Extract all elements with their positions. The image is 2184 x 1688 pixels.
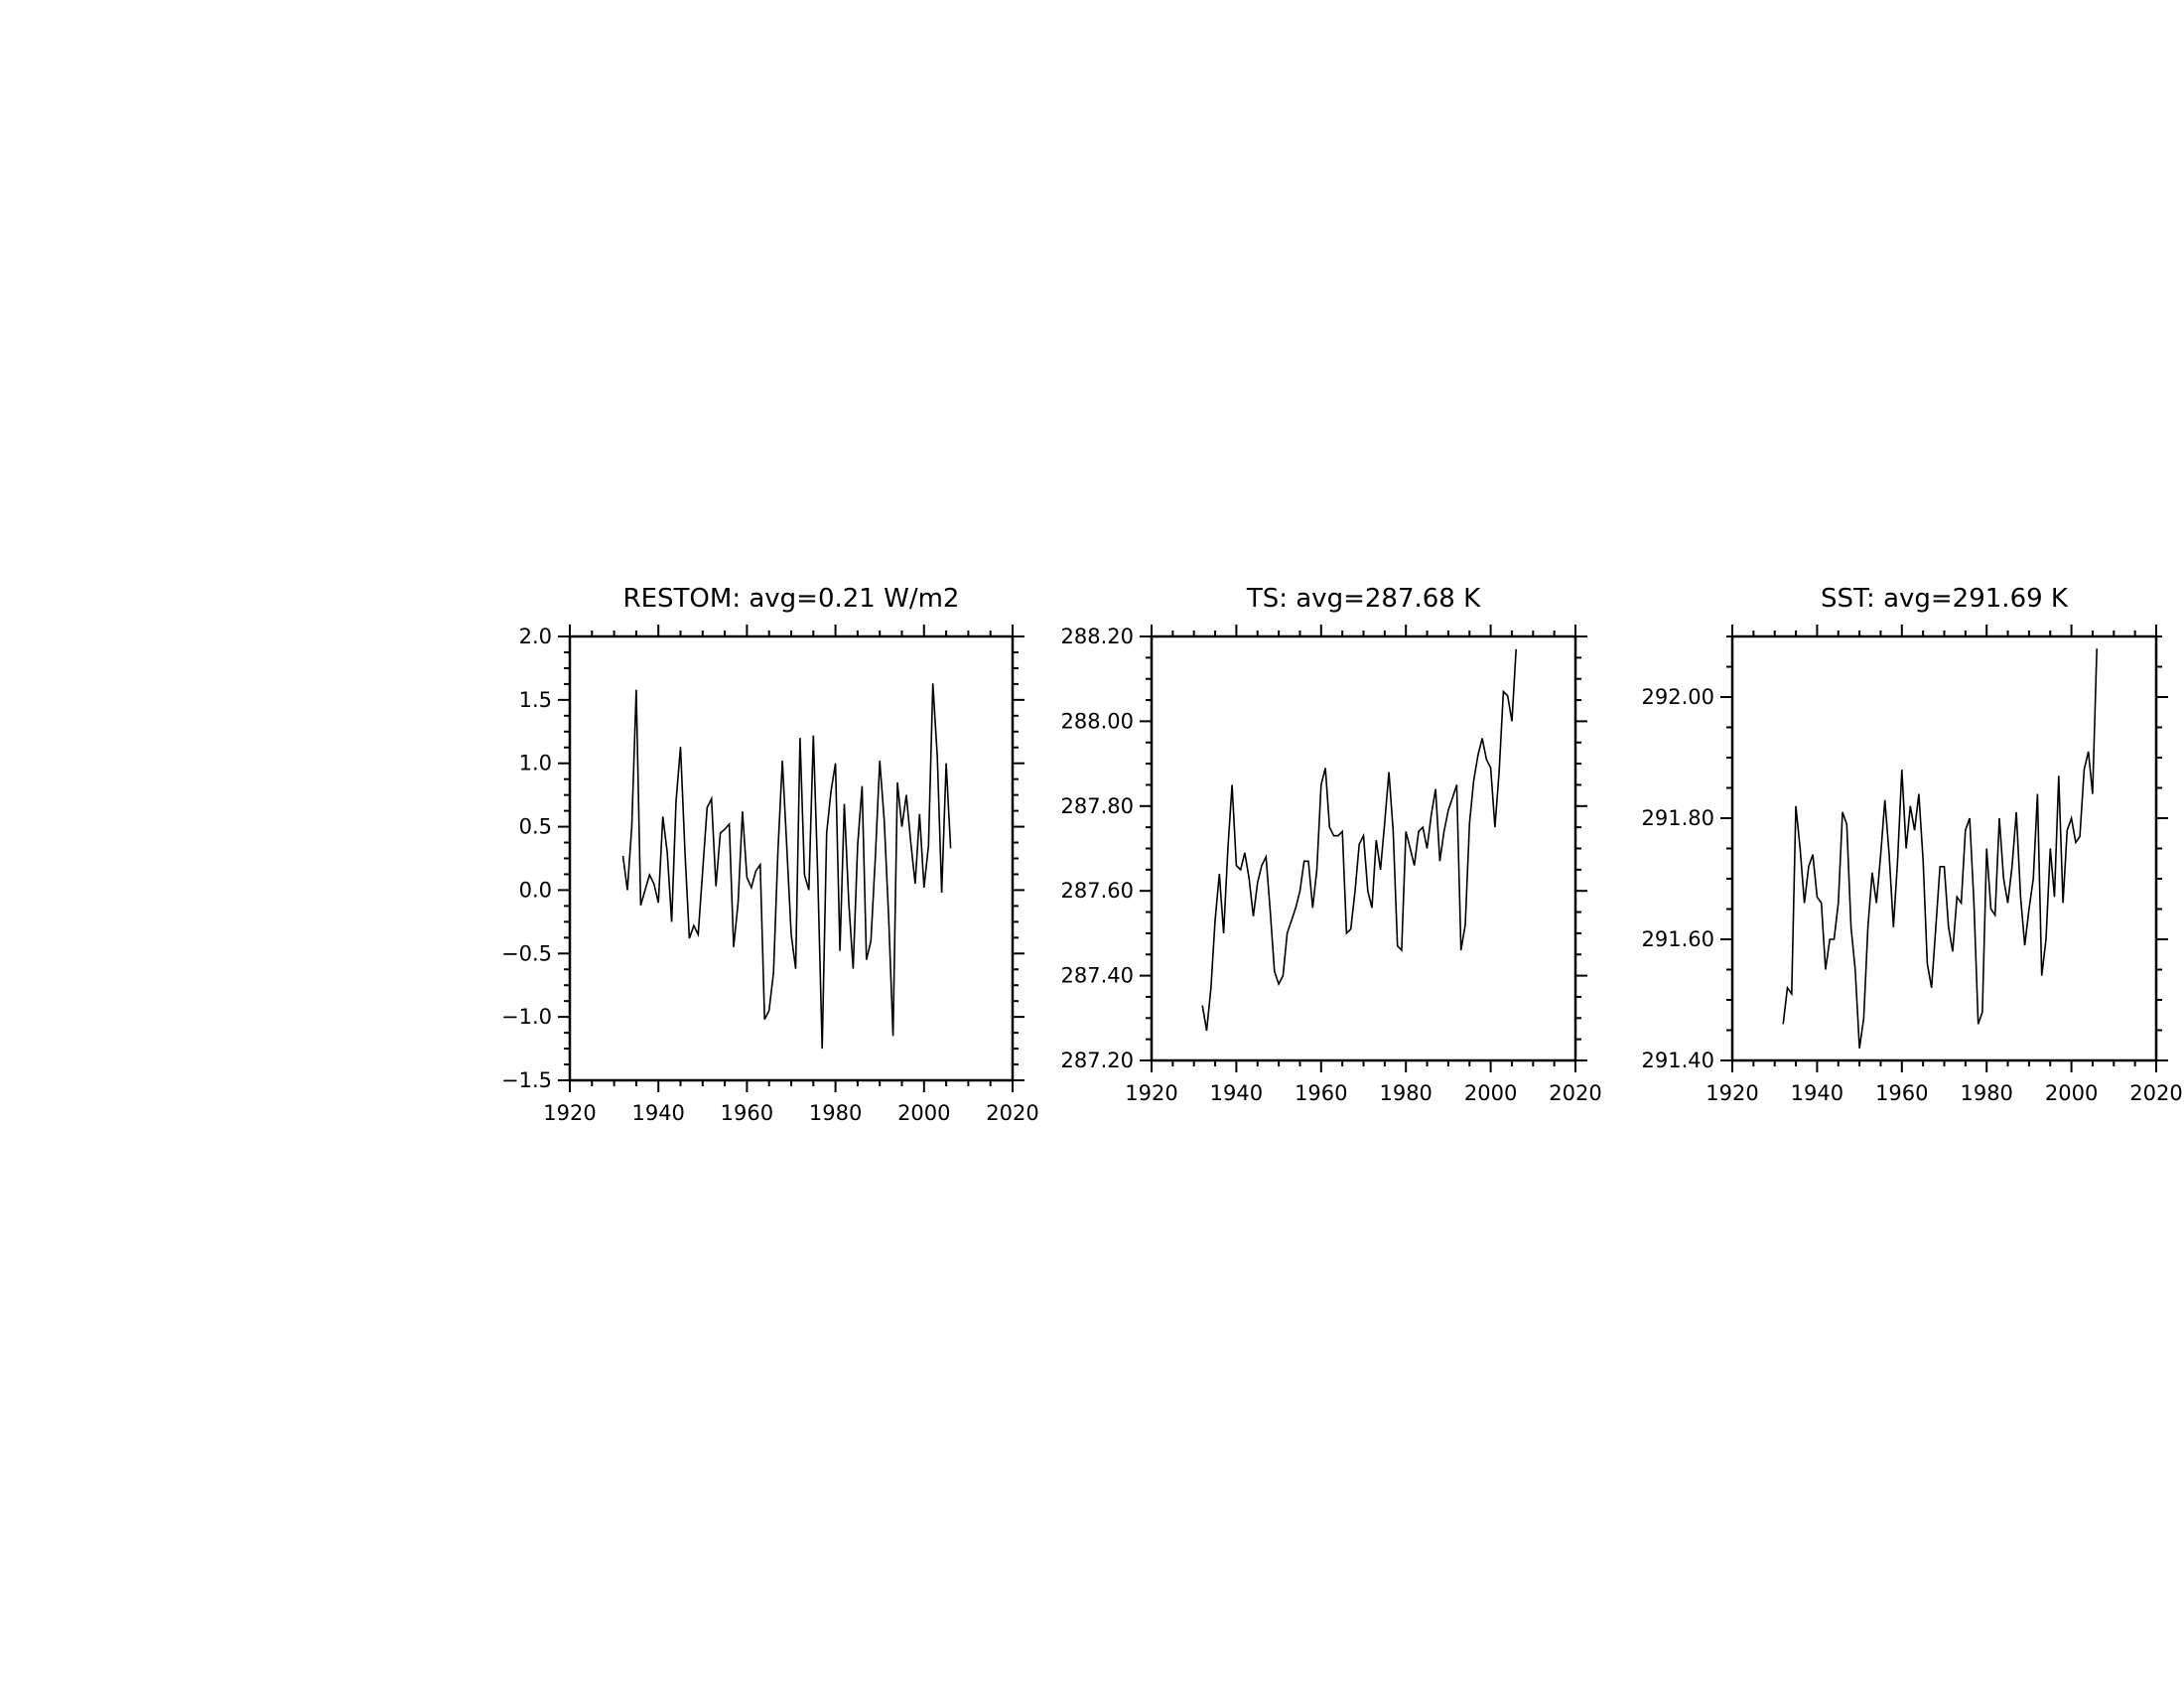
ts-y-tick-label: 287.60 <box>1061 879 1134 903</box>
ts-x-tick-label: 2000 <box>1464 1081 1517 1105</box>
restom-y-tick-label: 1.0 <box>519 752 552 775</box>
restom-y-tick-label: 0.5 <box>519 815 552 839</box>
restom-y-tick-label: 1.5 <box>519 688 552 712</box>
sst-x-tick-label: 1940 <box>1791 1081 1843 1105</box>
ts-x-tick-label: 1960 <box>1295 1081 1347 1105</box>
ts-panel: TS: avg=287.68 K 1920 1940 1960 1980 2000 202… <box>1061 584 1602 1105</box>
restom-y-tick-label: 0.0 <box>519 878 552 902</box>
sst-series-line <box>1782 648 2098 1049</box>
restom-x-tick-label: 2000 <box>897 1101 950 1125</box>
restom-y-tick-label: −0.5 <box>501 941 552 965</box>
sst-x-tick-label: 2020 <box>2129 1081 2182 1105</box>
restom-series-line <box>621 683 952 1050</box>
ts-x-tick-label: 1980 <box>1379 1081 1432 1105</box>
restom-y-tick-label: −1.5 <box>501 1068 552 1092</box>
sst-y-tick-label: 292.00 <box>1642 685 1714 709</box>
sst-panel: SST: avg=291.69 K 1920 1940 1960 1980 2000 20… <box>1642 584 2183 1105</box>
restom-x-tick-label: 2020 <box>986 1101 1038 1125</box>
ts-x-tick-label: 1940 <box>1210 1081 1263 1105</box>
sst-y-tick-label: 291.80 <box>1642 806 1714 830</box>
sst-x-tick-label: 1920 <box>1706 1081 1758 1105</box>
sst-plot-frame <box>1730 634 2158 1062</box>
restom-title: RESTOM: avg=0.21 W/m2 <box>623 584 960 614</box>
restom-x-tick-label: 1980 <box>809 1101 862 1125</box>
ts-series-line <box>1201 648 1517 1032</box>
sst-title: SST: avg=291.69 K <box>1821 584 2069 614</box>
ts-title: TS: avg=287.68 K <box>1246 584 1481 614</box>
restom-x-tick-label: 1940 <box>631 1101 684 1125</box>
restom-x-tick-label: 1960 <box>721 1101 773 1125</box>
ts-y-tick-label: 287.80 <box>1061 794 1134 818</box>
restom-x-tick-label: 1920 <box>543 1101 596 1125</box>
ts-plot-frame <box>1150 634 1577 1062</box>
sst-y-tick-label: 291.60 <box>1642 927 1714 951</box>
sst-x-tick-label: 2000 <box>2045 1081 2098 1105</box>
ts-x-tick-label: 2020 <box>1549 1081 1601 1105</box>
restom-y-tick-label: 2.0 <box>519 625 552 648</box>
ts-x-tick-label: 1920 <box>1125 1081 1177 1105</box>
sst-x-tick-label: 1980 <box>1960 1081 2012 1105</box>
ts-y-tick-label: 287.20 <box>1061 1049 1134 1072</box>
sst-x-tick-label: 1960 <box>1875 1081 1928 1105</box>
restom-y-tick-label: −1.0 <box>501 1005 552 1029</box>
sst-y-tick-label: 291.40 <box>1642 1049 1714 1072</box>
ts-y-tick-label: 288.00 <box>1061 709 1134 733</box>
restom-panel: RESTOM: avg=0.21 W/m2 1920 1940 1960 1980 20… <box>501 584 1039 1125</box>
ts-y-tick-label: 287.40 <box>1061 964 1134 988</box>
ts-y-tick-label: 288.20 <box>1061 625 1134 648</box>
